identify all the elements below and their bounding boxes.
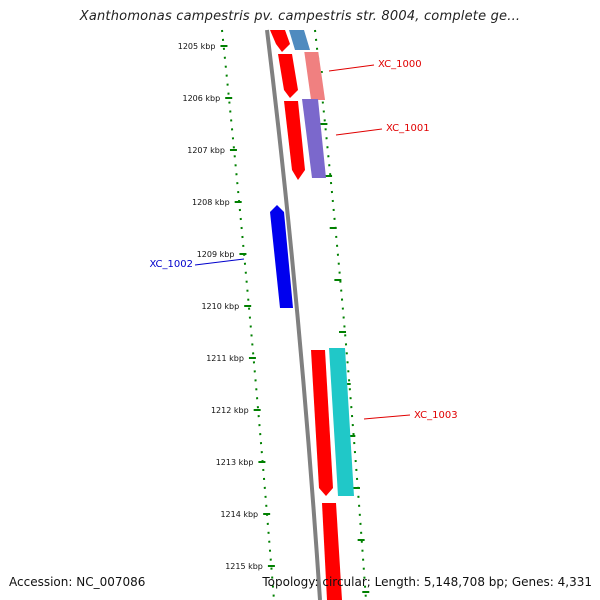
gene-features xyxy=(270,30,354,600)
kbp-tick-label: 1208 kbp xyxy=(192,198,230,207)
gene-label-leaders xyxy=(194,64,411,420)
map-title: Xanthomonas campestris pv. campestris st… xyxy=(79,9,521,24)
gene-label-xc1002[interactable]: XC_1002 xyxy=(149,259,193,270)
genome-backbone-line xyxy=(265,29,322,600)
kbp-tick-label: 1214 kbp xyxy=(220,510,258,519)
gene-label-xc1000[interactable]: XC_1000 xyxy=(378,59,422,70)
gene-red-1205[interactable] xyxy=(278,54,298,98)
kbp-tick-label: 1213 kbp xyxy=(216,458,254,467)
kbp-tick-label: 1211 kbp xyxy=(206,354,244,363)
gene-label-xc1001[interactable]: XC_1001 xyxy=(386,123,430,134)
gene-red-bottom[interactable] xyxy=(322,503,342,600)
gene-xc1000[interactable] xyxy=(304,52,326,100)
kbp-tick-label: 1215 kbp xyxy=(225,562,263,571)
kbp-tick-label: 1206 kbp xyxy=(183,94,221,103)
gene-red-top[interactable] xyxy=(270,30,290,52)
accession-label: Accession: NC_007086 xyxy=(9,575,146,589)
genome-summary: Topology: circular; Length: 5,148,708 bp… xyxy=(262,575,592,589)
kbp-tick-label: 1205 kbp xyxy=(178,42,216,51)
gene-red-1206[interactable] xyxy=(284,101,305,180)
gene-red-1212[interactable] xyxy=(311,350,333,496)
gene-xc1001[interactable] xyxy=(302,99,326,178)
gene-steelblue-top[interactable] xyxy=(289,30,310,50)
gene-label-xc1003[interactable]: XC_1003 xyxy=(414,410,458,421)
kbp-tick-label: 1210 kbp xyxy=(201,302,239,311)
kbp-tick-label: 1212 kbp xyxy=(211,406,249,415)
gene-xc1002[interactable] xyxy=(270,205,293,308)
kbp-tick-label: 1207 kbp xyxy=(187,146,225,155)
kbp-tick-label: 1209 kbp xyxy=(197,250,235,259)
gene-xc1003[interactable] xyxy=(329,348,354,496)
